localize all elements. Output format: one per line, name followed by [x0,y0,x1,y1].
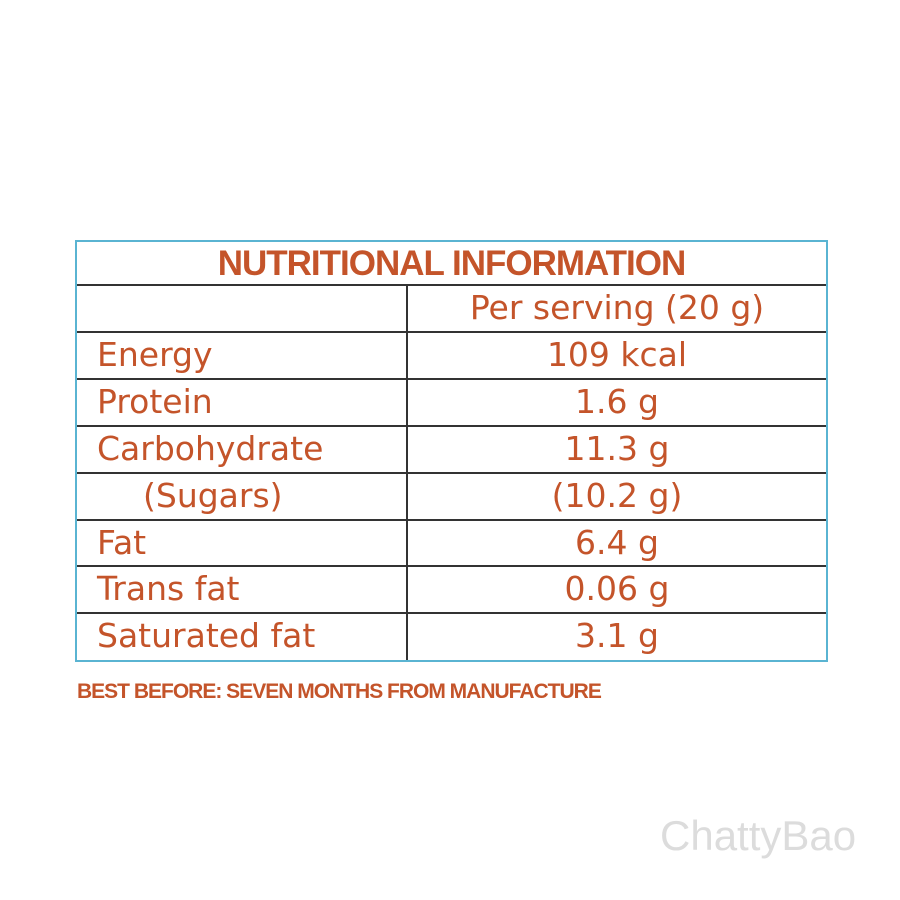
row-divider [77,518,826,521]
table-title: NUTRITIONAL INFORMATION [217,244,687,283]
footer-note: BEST BEFORE: SEVEN MONTHS FROM MANUFACTU… [77,680,602,703]
watermark: ChattyBao [660,812,857,859]
row-value: 3.1 g [575,616,659,656]
row-label: Energy [97,334,213,374]
row-value: (10.2 g) [551,475,683,515]
row-label: Trans fat [97,569,240,609]
row-value: 6.4 g [575,522,659,562]
row-divider [77,612,826,615]
row-value: 109 kcal [546,334,688,374]
row-label: Saturated fat [97,616,316,656]
nutrition-table: NUTRITIONAL INFORMATION Per serving (20 … [75,240,828,662]
row-label: (Sugars) [143,475,283,515]
row-divider [77,377,826,380]
row-divider [77,330,826,333]
row-label: Protein [97,381,213,421]
row-value: 0.06 g [564,569,670,609]
row-value: 1.6 g [575,381,659,421]
row-divider [77,565,826,568]
row-divider [77,424,826,427]
row-divider [77,284,826,286]
row-label: Fat [97,522,147,562]
row-value: 11.3 g [564,428,670,468]
row-label: Carbohydrate [97,428,324,468]
row-divider [77,471,826,474]
column-header: Per serving (20 g) [469,288,765,327]
column-divider [406,285,408,660]
